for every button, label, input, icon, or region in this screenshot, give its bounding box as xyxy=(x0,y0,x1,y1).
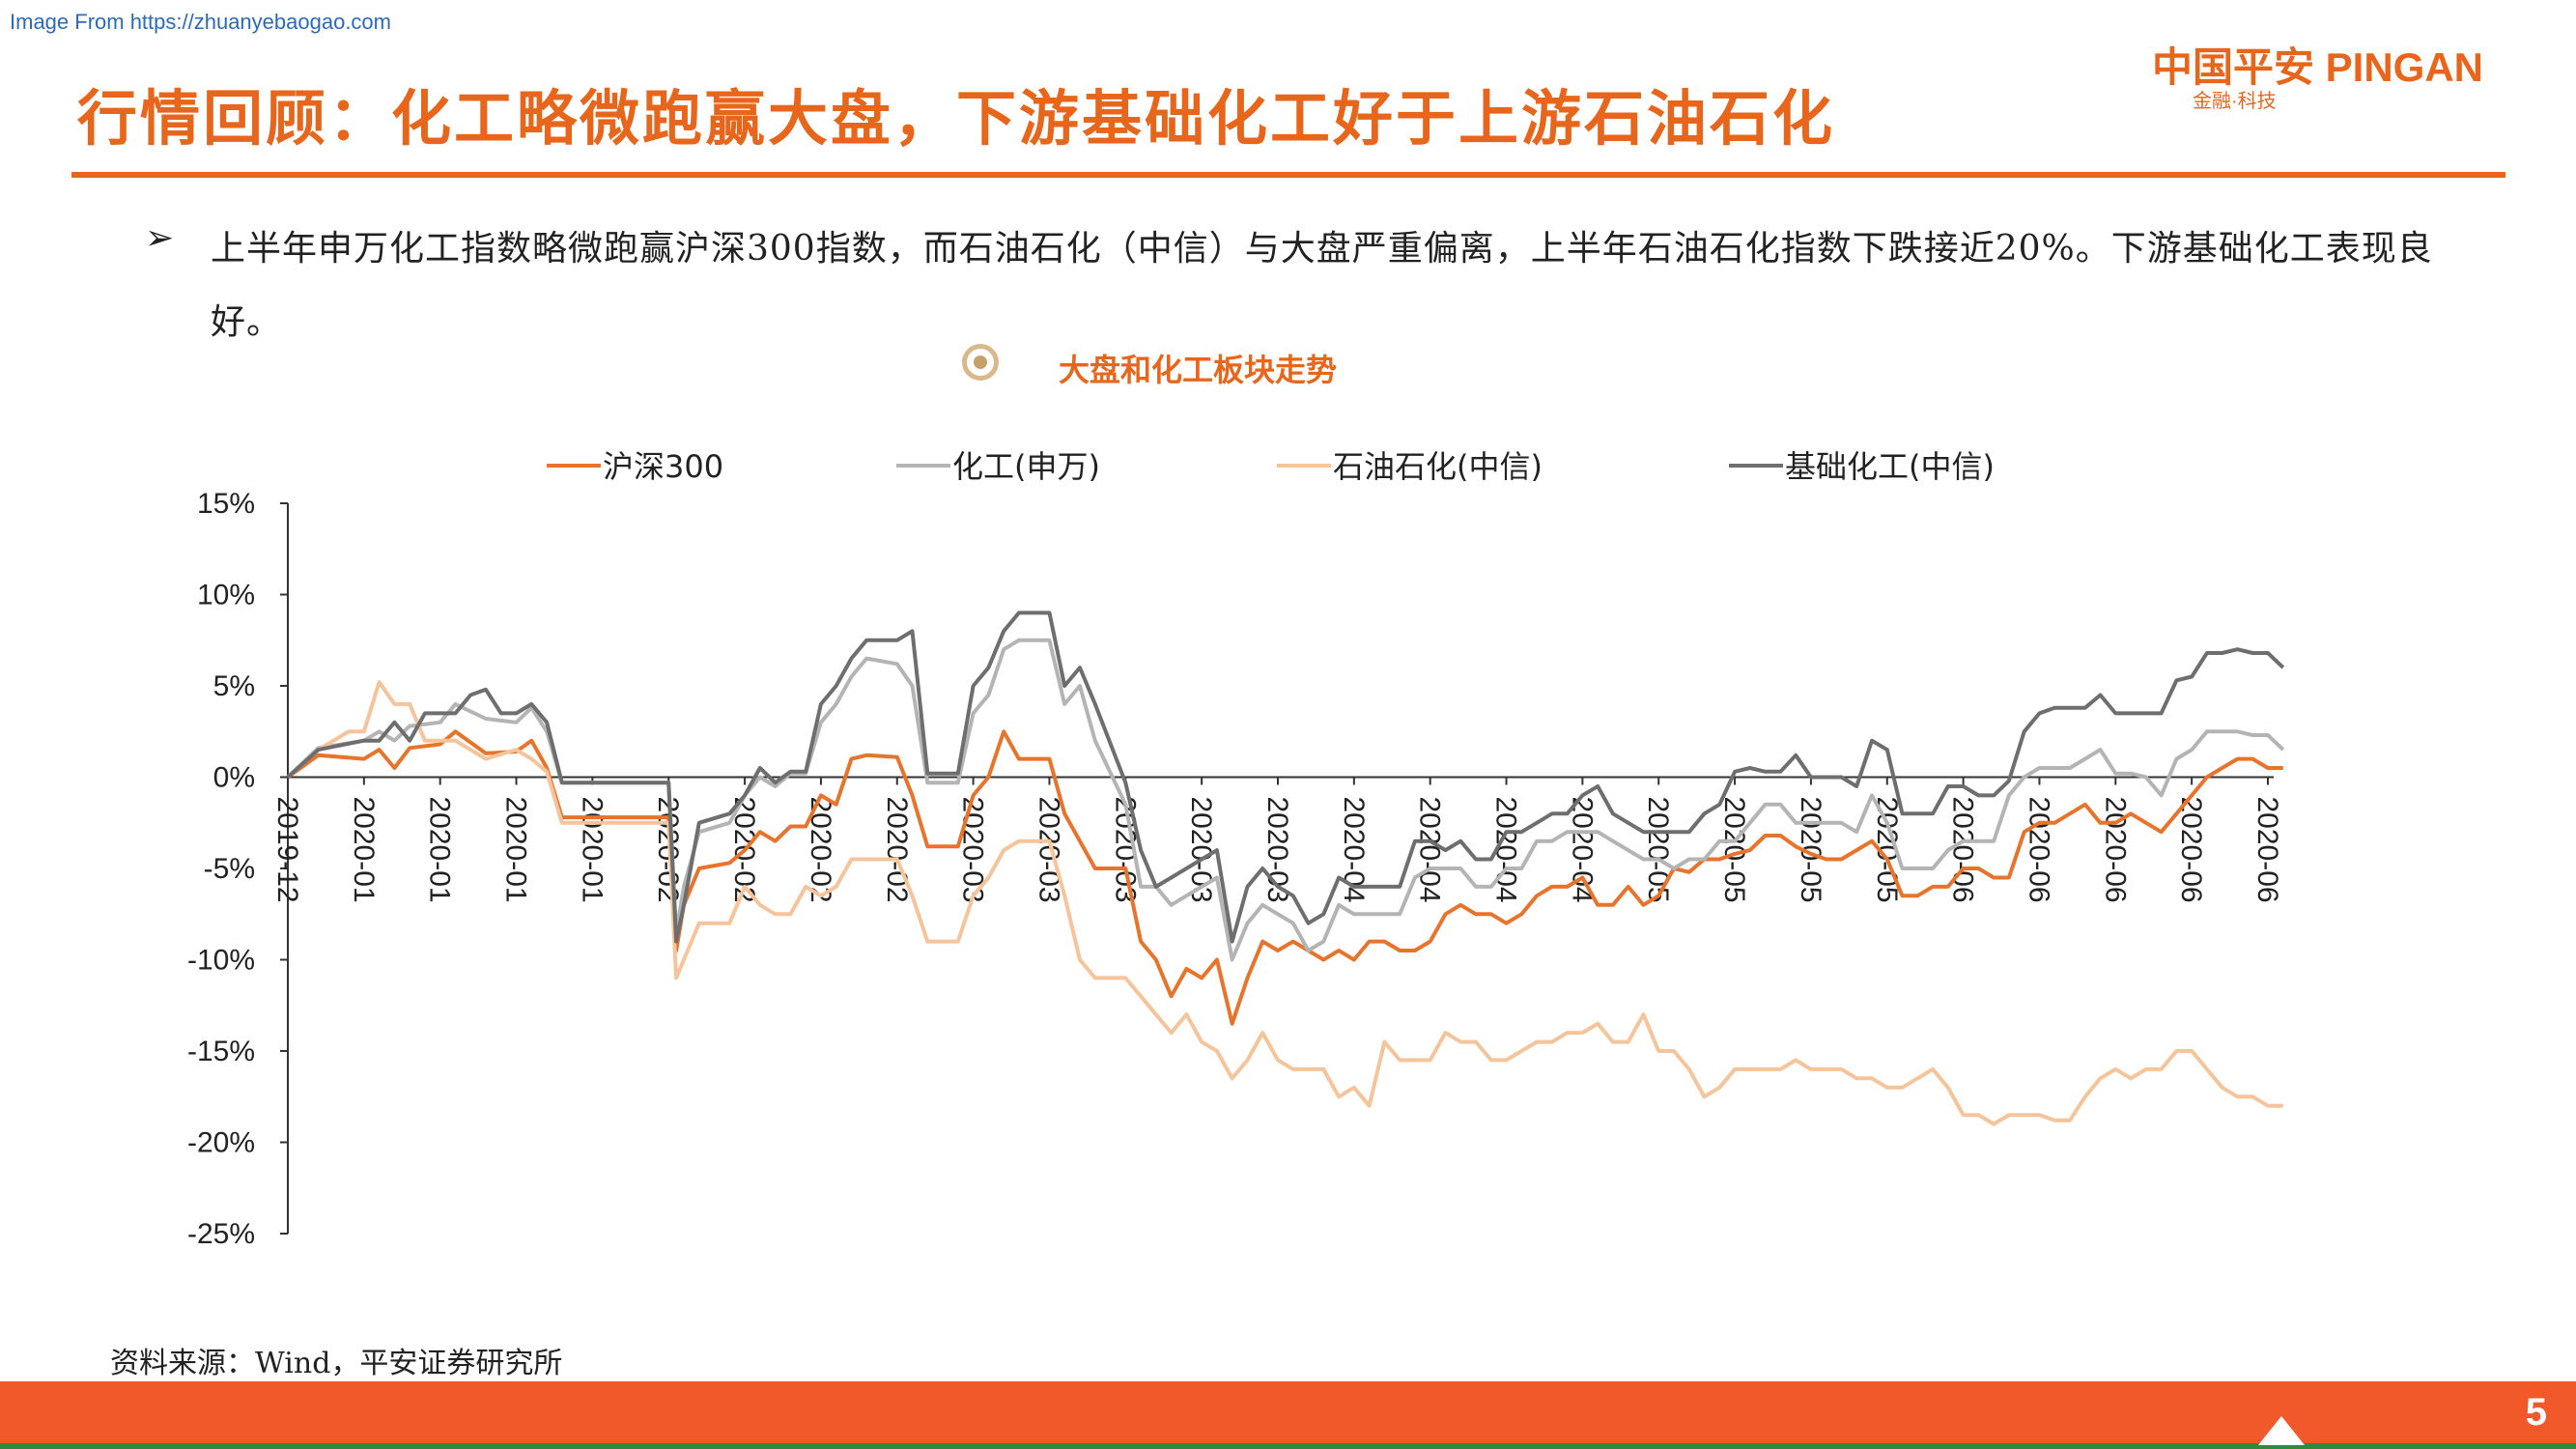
footer-triangle-icon xyxy=(2258,1416,2305,1445)
pingan-logo: 中国平安 PINGAN 金融·科技 xyxy=(2152,35,2548,112)
y-tick-label: 10% xyxy=(197,580,255,611)
target-circle-icon xyxy=(962,344,999,381)
x-tick-label: 2020-06 xyxy=(2251,797,2283,903)
series-line-2 xyxy=(286,680,2283,1126)
watermark: Image From https://zhuanyebaogao.com xyxy=(10,10,391,34)
x-tick-label: 2020-06 xyxy=(2023,797,2054,903)
x-tick-label: 2019-12 xyxy=(271,797,303,903)
summary-text: 上半年申万化工指数略微跑赢沪深300指数，而石油石化（中信）与大盘严重偏离，上半… xyxy=(211,229,2433,342)
y-tick-label: 0% xyxy=(213,762,255,794)
legend-label-0: 沪深300 xyxy=(603,448,723,485)
x-tick-label: 2020-01 xyxy=(348,797,380,903)
x-tick-label: 2020-03 xyxy=(1033,797,1064,903)
x-tick-label: 2020-04 xyxy=(1414,797,1446,903)
source-note: 资料来源：Wind，平安证券研究所 xyxy=(110,1347,563,1380)
page-number: 5 xyxy=(2525,1391,2547,1434)
legend-label-3: 基础化工(中信) xyxy=(1785,448,1995,485)
legend-label-2: 石油石化(中信) xyxy=(1333,448,1543,485)
chart-lines xyxy=(286,611,2285,1126)
logo-main-text: 中国平安 PINGAN xyxy=(2152,44,2484,90)
series-line-0 xyxy=(286,729,2283,1026)
x-tick-label: 2020-06 xyxy=(2175,797,2207,903)
series-line-3 xyxy=(286,611,2285,944)
y-tick-label: -5% xyxy=(204,853,255,885)
y-tick-label: -10% xyxy=(187,945,255,977)
x-tick-label: 2020-05 xyxy=(1642,797,1674,903)
legend-label-1: 化工(申万) xyxy=(952,448,1100,485)
y-tick-label: 15% xyxy=(197,488,255,520)
y-tick-label: -20% xyxy=(187,1127,255,1159)
chart-title: 大盘和化工板块走势 xyxy=(1059,352,1338,388)
bullet-arrow-icon: ➢ xyxy=(145,218,175,258)
x-tick-label: 2020-01 xyxy=(576,797,608,903)
line-chart: 沪深300 化工(申万) 石油石化(中信) 基础化工(中信) 15% 10% 5% 0% -5… xyxy=(187,448,2285,1250)
x-tick-label: 2020-03 xyxy=(957,797,989,903)
y-tick-label: 5% xyxy=(213,670,255,702)
x-tick-label: 2020-01 xyxy=(500,797,532,903)
logo-sub-text: 金融·科技 xyxy=(2193,91,2277,112)
footer-bar xyxy=(0,1381,2576,1443)
x-tick-label: 2020-01 xyxy=(424,797,456,903)
chart-legend: 沪深300 化工(申万) 石油石化(中信) 基础化工(中信) xyxy=(547,448,1995,485)
footer-line xyxy=(0,1443,2576,1449)
title-divider xyxy=(71,172,2505,178)
y-tick-label: -25% xyxy=(187,1218,255,1250)
y-tick-label: -15% xyxy=(187,1036,255,1067)
page-title: 行情回顾：化工略微跑赢大盘，下游基础化工好于上游石油石化 xyxy=(77,83,1836,154)
x-tick-label: 2020-04 xyxy=(1566,797,1598,903)
x-tick-label: 2020-06 xyxy=(2099,797,2131,903)
